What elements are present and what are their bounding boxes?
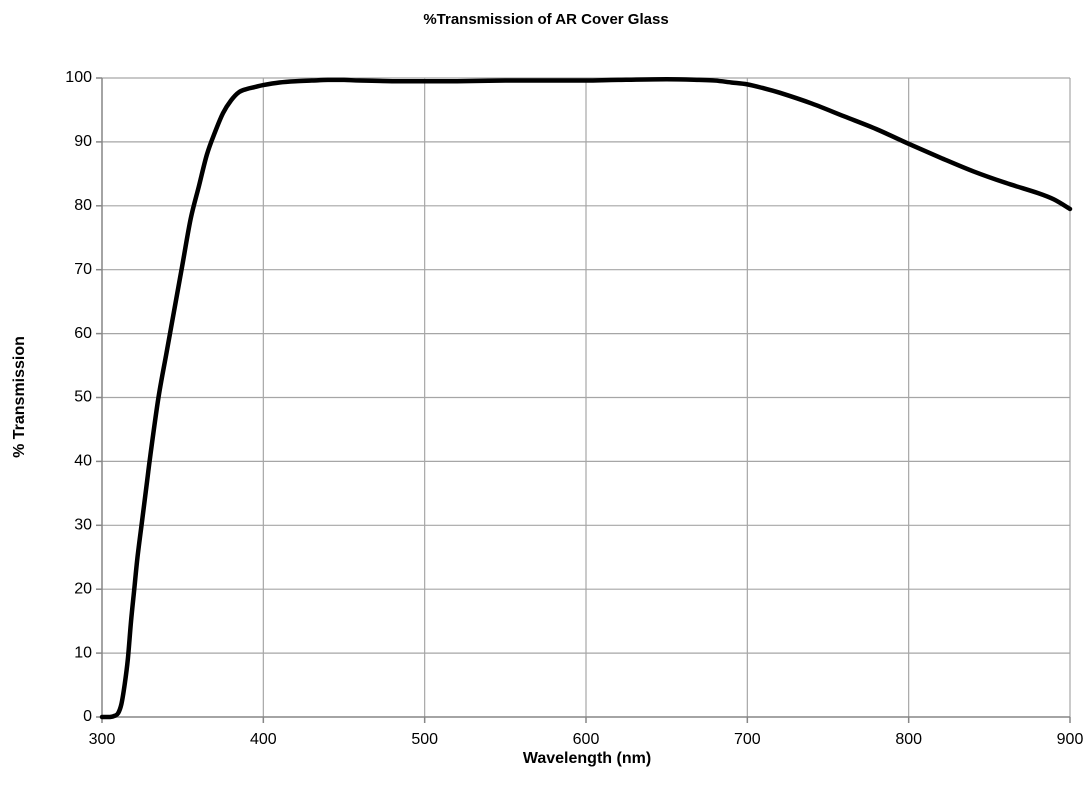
y-tick-label-100: 100 xyxy=(65,69,92,86)
y-tick-label-50: 50 xyxy=(74,389,92,406)
chart-title: %Transmission of AR Cover Glass xyxy=(423,11,668,28)
y-tick-label-20: 20 xyxy=(74,580,92,597)
x-tick-label-500: 500 xyxy=(411,731,438,748)
y-tick-label-40: 40 xyxy=(74,453,92,470)
x-tick-label-700: 700 xyxy=(734,731,761,748)
x-tick-label-300: 300 xyxy=(89,731,116,748)
y-tick-label-90: 90 xyxy=(74,133,92,150)
y-tick-label-70: 70 xyxy=(74,261,92,278)
y-tick-label-30: 30 xyxy=(74,517,92,534)
x-tick-label-600: 600 xyxy=(573,731,600,748)
x-tick-label-900: 900 xyxy=(1057,731,1084,748)
y-tick-label-0: 0 xyxy=(83,708,92,725)
y-tick-label-80: 80 xyxy=(74,197,92,214)
x-tick-label-400: 400 xyxy=(250,731,277,748)
x-tick-label-800: 800 xyxy=(895,731,922,748)
x-axis-label: Wavelength (nm) xyxy=(523,750,651,767)
y-axis-label: % Transmission xyxy=(11,336,28,458)
y-tick-label-60: 60 xyxy=(74,325,92,342)
y-tick-label-10: 10 xyxy=(74,644,92,661)
